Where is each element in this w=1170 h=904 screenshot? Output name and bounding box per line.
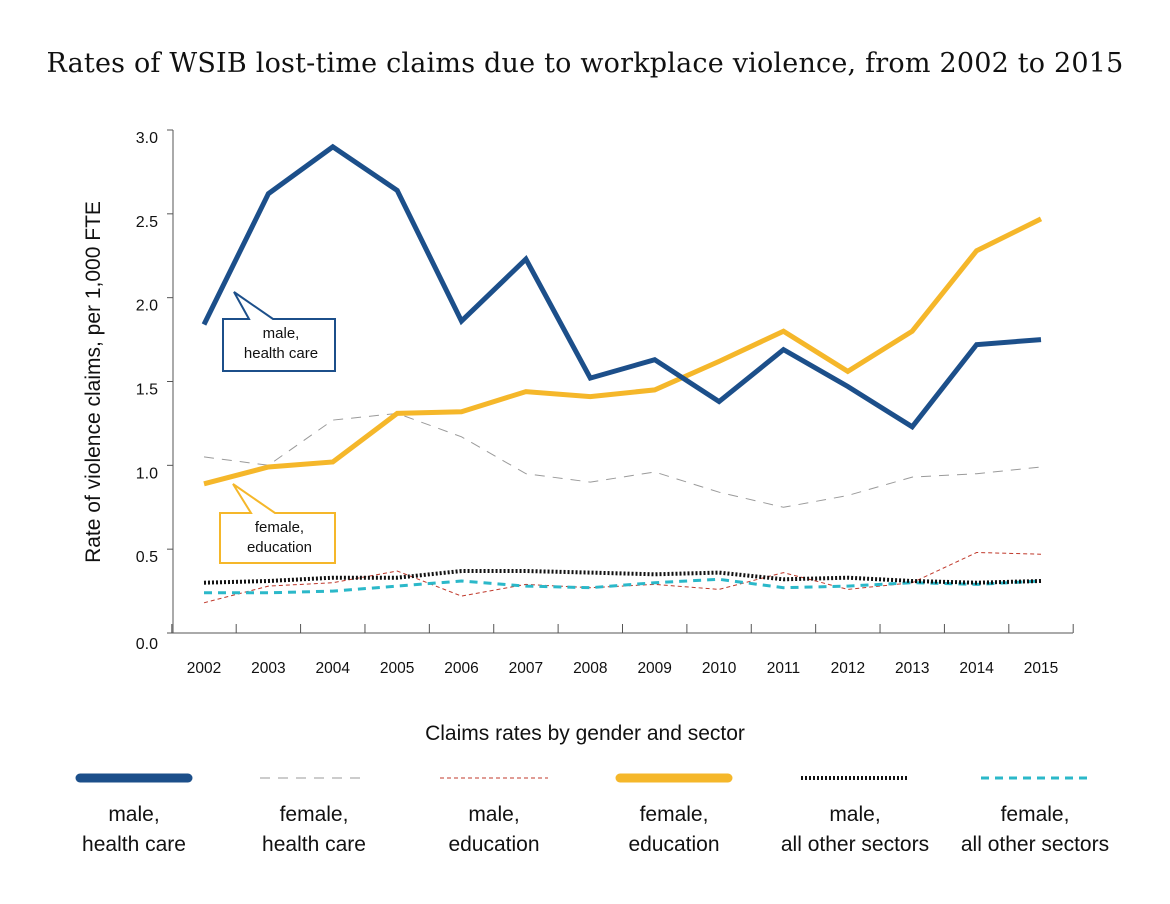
callout-box: [222, 291, 336, 372]
callout-label: male,: [263, 325, 300, 342]
x-tick-label: 2012: [831, 660, 865, 677]
series-line-male-all-other-sectors: [203, 569, 1042, 585]
y-tick-label: 0.5: [136, 549, 158, 566]
callout-label: female,: [255, 519, 304, 536]
series-line-male-health-care: [201, 143, 1042, 431]
x-tick-label: 2005: [380, 660, 414, 677]
x-tick-label: 2009: [637, 660, 671, 677]
y-tick-label: 3.0: [136, 130, 158, 147]
x-tick-label: 2002: [187, 660, 221, 677]
x-tick-label: 2003: [251, 660, 285, 677]
legend-label: male, health care: [82, 803, 186, 856]
legend-label: female, all other sectors: [960, 803, 1110, 856]
y-axis-label: Rate of violence claims, per 1,000 FTE: [82, 201, 105, 563]
y-tick-label: 1.5: [136, 382, 158, 399]
chart-title: Rates of WSIB lost-time claims due to wo…: [46, 48, 1124, 79]
callout-label: health care: [244, 345, 318, 362]
x-tick-label: 2006: [444, 660, 478, 677]
y-tick-label: 2.5: [136, 214, 158, 231]
legend-label: male, all other sectors: [780, 803, 930, 856]
x-tick-label: 2007: [509, 660, 543, 677]
y-tick-label: 1.0: [136, 465, 158, 482]
x-tick-label: 2015: [1024, 660, 1058, 677]
legend-label: male, education: [448, 803, 540, 856]
series-line-male-education: [203, 551, 1042, 604]
x-tick-label: 2013: [895, 660, 929, 677]
x-tick-label: 2004: [316, 660, 351, 677]
legend-label: female, education: [628, 803, 720, 856]
legend-title: Claims rates by gender and sector: [425, 722, 745, 745]
callout-label: education: [247, 539, 312, 556]
x-tick-label: 2008: [573, 660, 607, 677]
y-tick-label: 2.0: [136, 298, 158, 315]
legend-label: female, health care: [262, 803, 366, 856]
x-tick-label: 2011: [767, 660, 800, 677]
callout-box: [219, 483, 336, 564]
callout: male, health care: [222, 291, 336, 372]
y-tick-label: 0.0: [136, 636, 158, 653]
callout: female, education: [219, 483, 336, 564]
x-tick-label: 2014: [959, 660, 994, 677]
x-tick-label: 2010: [702, 660, 737, 677]
series-line-female-education: [203, 216, 1043, 487]
